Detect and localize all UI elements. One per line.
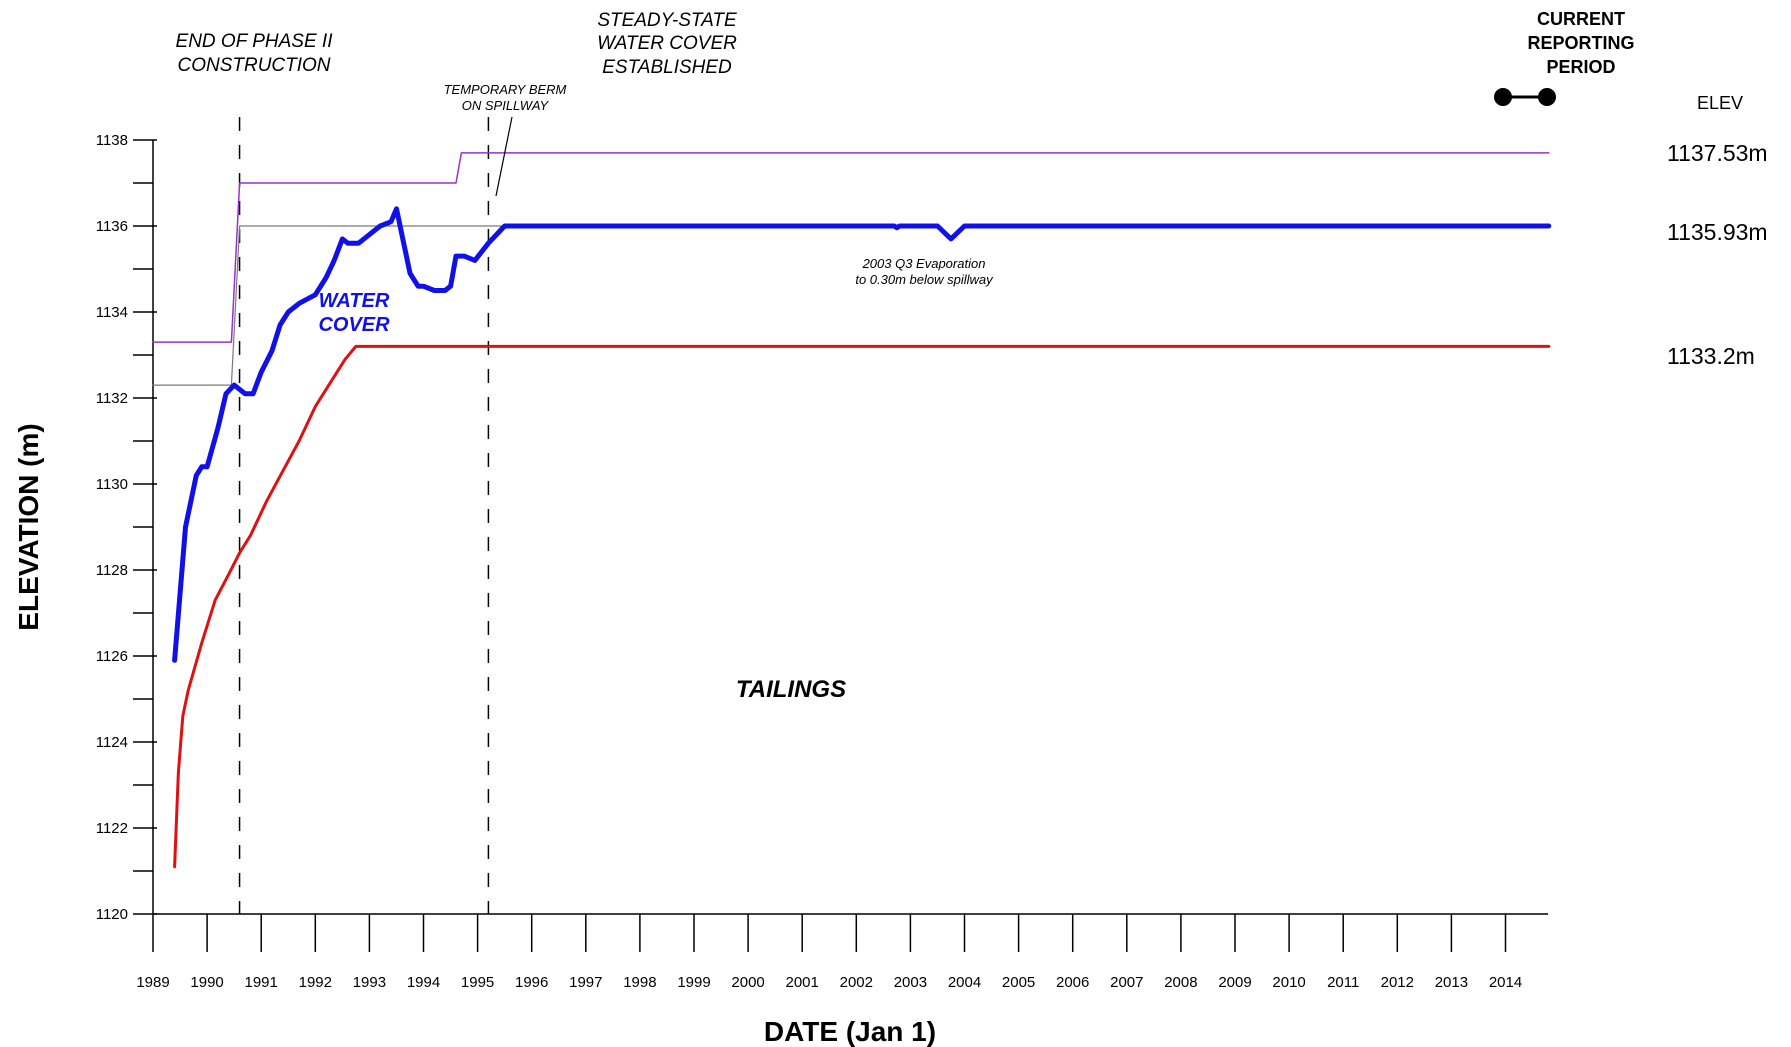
x-tick-label: 2008 [1164,974,1197,991]
series-line-3 [172,206,1552,663]
x-tick-label: 1994 [407,974,440,991]
elev-label-grey: 1135.93m [1667,219,1768,245]
x-tick-label: 2000 [731,974,764,991]
x-tick-label: 1995 [461,974,494,991]
x-tick-label: 1998 [623,974,656,991]
x-tick-label: 1997 [569,974,602,991]
y-tick-label: 1136 [96,218,128,235]
x-tick-label: 2005 [1002,974,1035,991]
temp-berm-pointer [495,116,513,197]
series-line-1 [152,225,803,386]
end-phase-label-2: CONSTRUCTION [177,55,330,76]
current-period-label-3: PERIOD [1546,57,1615,77]
x-axis-title: DATE (Jan 1) [764,1016,936,1047]
y-tick-label: 1132 [96,390,128,407]
current-period-label-1: CURRENT [1537,9,1625,29]
x-tick-label: 2012 [1381,974,1414,991]
y-tick-label: 1134 [96,304,128,321]
x-tick-label: 1990 [190,974,223,991]
elev-header: ELEV [1697,93,1743,113]
x-tick-label: 1993 [353,974,386,991]
x-tick-label: 2014 [1489,974,1522,991]
event-lines [238,117,490,914]
steady-state-label-1: STEADY-STATE [597,10,737,31]
series-line-0 [152,152,1550,343]
y-tick-label: 1126 [96,648,128,665]
y-tick-label: 1128 [96,562,128,579]
temp-berm-label-1: TEMPORARY BERM [444,82,567,97]
x-tick-label: 2003 [894,974,927,991]
y-tick-label: 1120 [96,906,128,923]
end-phase-label-1: END OF PHASE II [176,31,334,52]
evaporation-note-2: to 0.30m below spillway [855,272,994,287]
elev-label-purple: 1137.53m [1667,140,1768,166]
current-period-marker [1494,88,1556,106]
x-tick-label: 2011 [1327,974,1359,991]
y-tick-label: 1122 [96,820,128,837]
steady-state-label-3: ESTABLISHED [602,57,732,78]
y-tick-label: 1124 [96,734,128,751]
x-ticks: 1989 1990 1991 1992 1993 1994 1995 1996 1997 1998… [136,914,1522,991]
y-tick-label: 1130 [96,476,128,493]
tailings-label: TAILINGS [736,676,846,703]
y-axis-title: ELEVATION (m) [13,423,44,630]
evaporation-note-1: 2003 Q3 Evaporation [862,256,986,271]
x-tick-label: 1991 [245,974,278,991]
x-tick-label: 1996 [515,974,548,991]
series-lines [152,152,1552,869]
x-tick-label: 1989 [136,974,169,991]
elev-label-red: 1133.2m [1667,343,1755,369]
x-tick-label: 1992 [299,974,332,991]
steady-state-label-2: WATER COVER [597,33,737,54]
series-line-2 [173,344,1551,869]
x-tick-label: 2004 [948,974,981,991]
x-tick-label: 2001 [786,974,819,991]
x-tick-label: 2010 [1272,974,1305,991]
water-cover-label-1: WATER [319,290,390,312]
x-tick-label: 2007 [1110,974,1143,991]
current-period-label-2: REPORTING [1527,33,1634,53]
x-tick-label: 2006 [1056,974,1089,991]
water-cover-label-2: COVER [318,314,390,336]
x-tick-label: 2009 [1218,974,1251,991]
x-tick-label: 2013 [1435,974,1468,991]
x-tick-label: 1999 [677,974,710,991]
y-tick-label: 1138 [96,132,128,149]
y-ticks: 1120 1122 1124 1126 1128 1130 1132 1134 1136 1138 [96,132,157,923]
x-tick-label: 2002 [840,974,873,991]
temp-berm-label-2: ON SPILLWAY [462,98,550,113]
